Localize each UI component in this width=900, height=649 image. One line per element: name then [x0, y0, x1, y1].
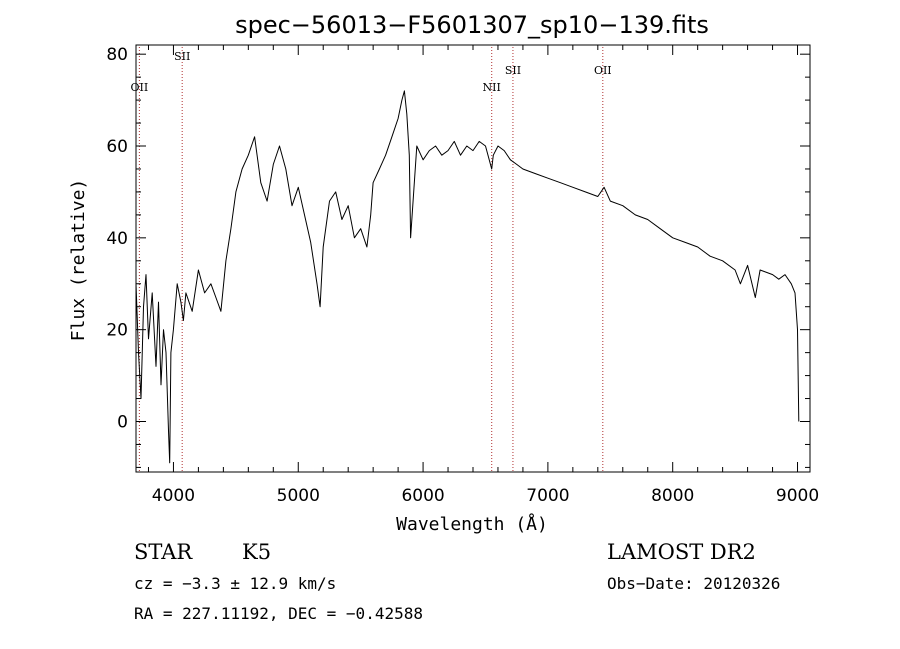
x-tick-label: 7000 — [526, 486, 569, 506]
object-class: STAR — [134, 540, 193, 564]
y-tick-label: 40 — [106, 229, 128, 249]
y-tick-label: 80 — [106, 45, 128, 65]
x-tick-label: 4000 — [152, 486, 195, 506]
y-tick-label: 0 — [117, 412, 128, 432]
chart-title: spec−56013−F5601307_sp10−139.fits — [235, 11, 709, 39]
y-axis-ticks: 0 20 40 60 80 — [106, 45, 810, 468]
y-axis-label: Flux (relative) — [68, 179, 89, 342]
line-marker-label: NII — [483, 81, 501, 94]
y-tick-label: 60 — [106, 137, 128, 157]
obs-date: Obs−Date: 20120326 — [607, 574, 781, 593]
x-tick-label: 6000 — [401, 486, 444, 506]
line-marker-label: SII — [174, 50, 190, 63]
x-axis-label: Wavelength (Å) — [396, 513, 548, 535]
plot-frame — [135, 44, 811, 473]
line-marker-label: OII — [594, 64, 612, 77]
x-tick-label: 8000 — [651, 486, 694, 506]
x-tick-label: 5000 — [277, 486, 320, 506]
subclass: K5 — [242, 540, 272, 564]
spectrum-line — [135, 90, 800, 464]
y-tick-label: 20 — [106, 321, 128, 341]
survey-name: LAMOST DR2 — [607, 540, 756, 564]
x-tick-label: 9000 — [776, 486, 819, 506]
line-marker-label: OII — [131, 81, 149, 94]
line-markers: OII SII NII SII OII — [131, 47, 612, 472]
redshift-cz: cz = −3.3 ± 12.9 km/s — [134, 574, 337, 593]
x-axis-ticks: 4000 5000 6000 7000 8000 9000 — [147, 45, 819, 506]
coordinates: RA = 227.11192, DEC = −0.42588 — [134, 604, 423, 623]
line-marker-label: SII — [505, 64, 521, 77]
